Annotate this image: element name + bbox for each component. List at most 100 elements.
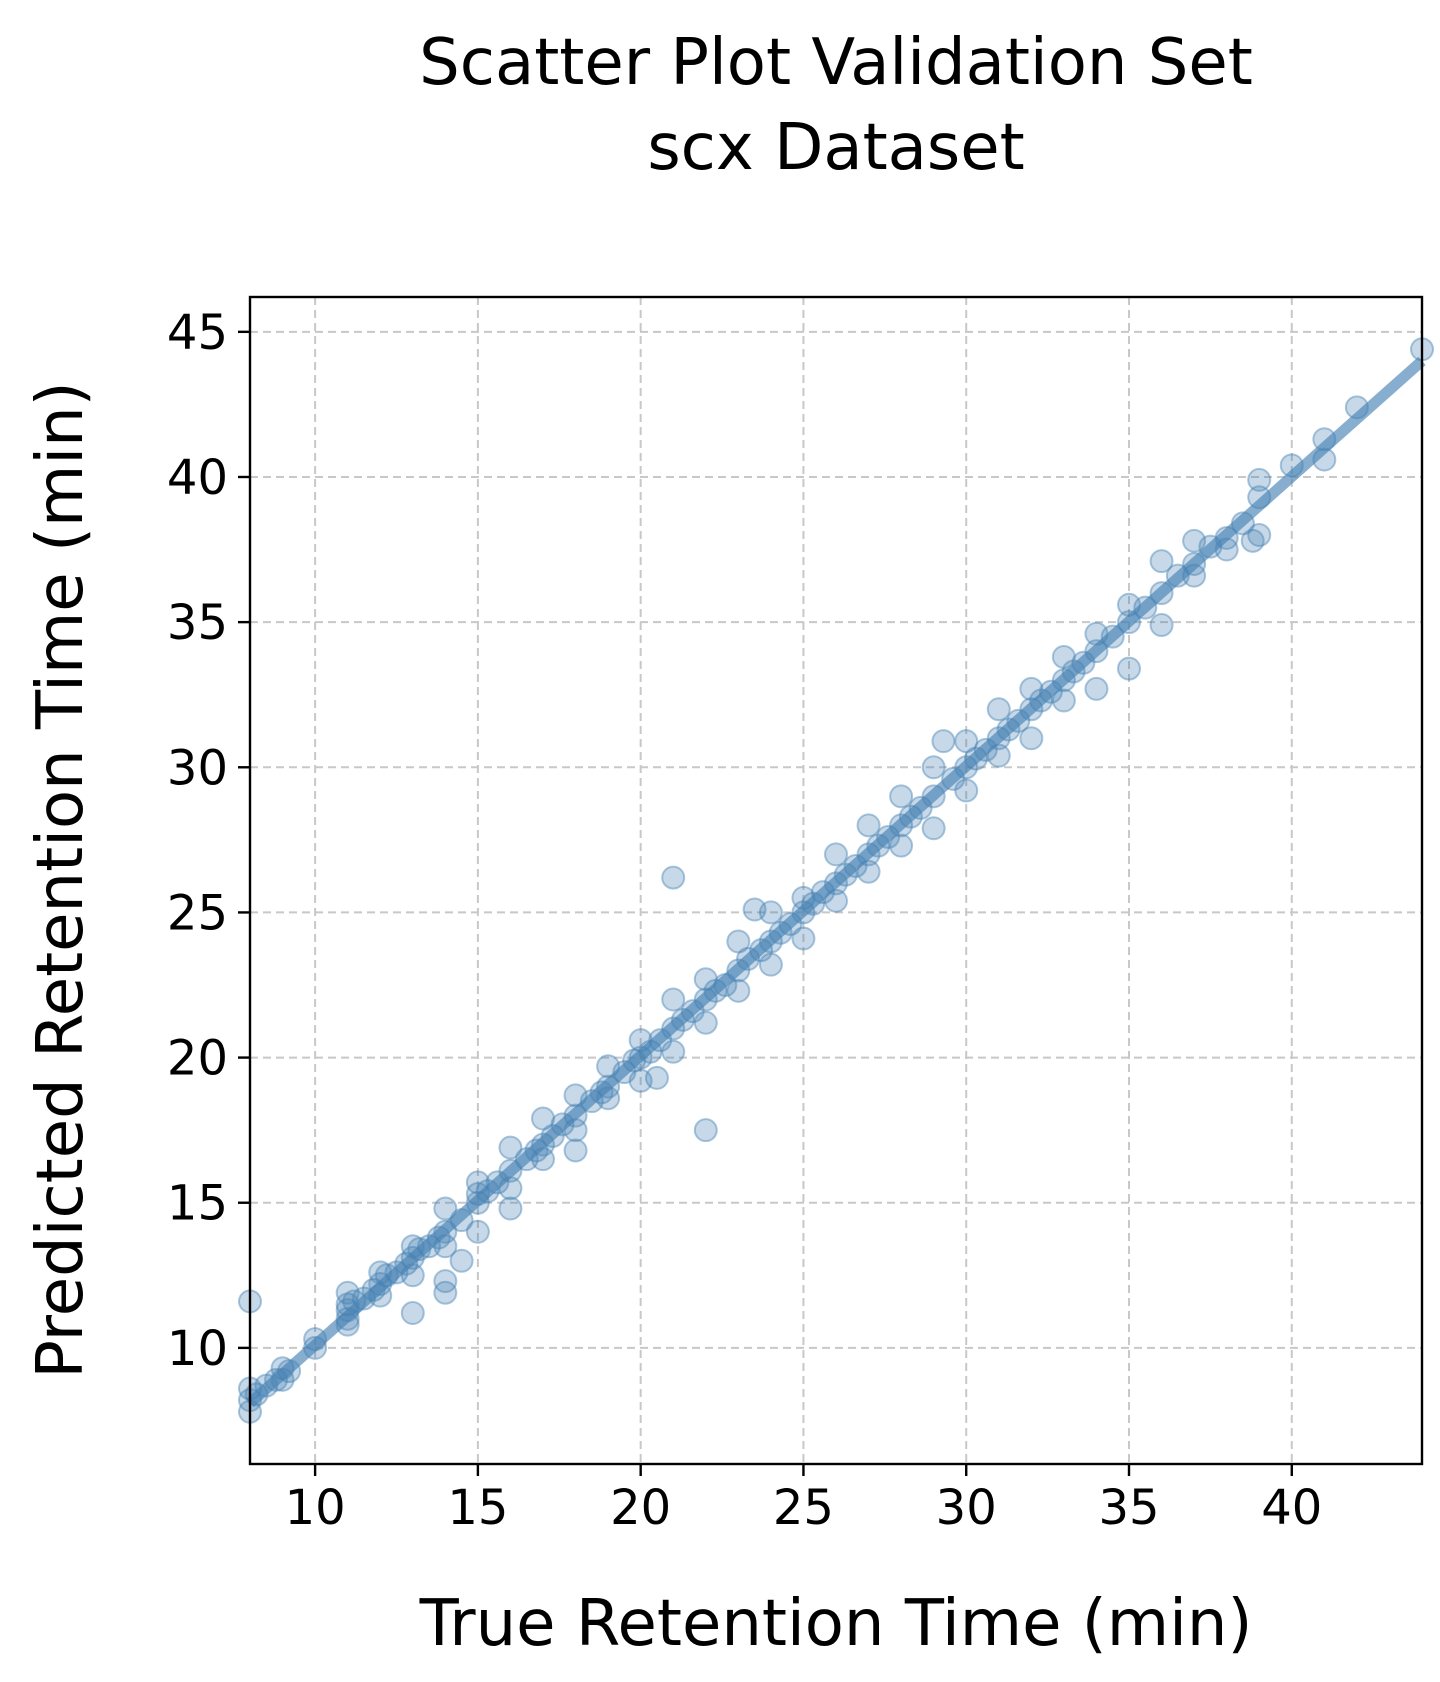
data-point: [433, 1196, 458, 1221]
data-point: [986, 743, 1011, 768]
data-point: [889, 784, 914, 809]
data-point: [898, 804, 923, 829]
data-point: [514, 1147, 539, 1172]
data-point: [661, 1039, 686, 1064]
data-point: [1084, 639, 1109, 664]
data-point: [270, 1367, 295, 1392]
data-point: [1133, 595, 1158, 620]
data-point: [726, 929, 751, 954]
data-point: [921, 816, 946, 841]
data-point: [954, 778, 979, 803]
x-tick-label: 35: [1098, 1480, 1159, 1536]
data-point: [986, 697, 1011, 722]
data-point: [563, 1083, 588, 1108]
data-point: [596, 1054, 621, 1079]
data-point: [335, 1298, 360, 1323]
data-point: [856, 813, 881, 838]
data-point: [791, 885, 816, 910]
data-point: [1006, 708, 1031, 733]
data-point: [1247, 485, 1272, 510]
data-point: [394, 1251, 419, 1276]
data-point: [824, 842, 848, 867]
data-point: [749, 938, 774, 963]
data-point: [726, 958, 751, 983]
data-point: [277, 1359, 302, 1384]
data-point: [1230, 511, 1255, 536]
data-point: [1240, 528, 1265, 553]
data-point: [433, 1269, 458, 1294]
data-point: [498, 1158, 523, 1183]
data-point: [661, 865, 686, 890]
data-point: [824, 871, 848, 896]
data-point: [693, 1118, 718, 1143]
data-point: [1100, 624, 1125, 649]
data-point: [417, 1234, 442, 1259]
data-point: [400, 1301, 425, 1326]
y-tick-label: 30: [167, 740, 228, 796]
data-point: [758, 900, 783, 925]
data-point: [801, 891, 826, 916]
data-point: [465, 1190, 490, 1215]
data-point: [303, 1335, 328, 1360]
data-point: [498, 1135, 523, 1160]
data-points: [238, 337, 1434, 1424]
data-point: [628, 1068, 653, 1093]
data-point: [889, 813, 914, 838]
data-point: [335, 1306, 360, 1331]
data-point: [254, 1373, 279, 1398]
data-point: [670, 1007, 695, 1032]
data-point: [1198, 534, 1223, 559]
data-point: [1214, 537, 1239, 562]
fit-line-group: [246, 356, 1426, 1408]
data-point: [954, 729, 979, 754]
data-point: [1117, 592, 1141, 617]
data-point: [524, 1138, 549, 1163]
data-point: [1029, 688, 1054, 713]
data-point: [954, 755, 979, 780]
data-point: [693, 967, 718, 992]
data-point: [426, 1225, 451, 1250]
data-point: [1051, 688, 1076, 713]
data-point: [693, 987, 718, 1012]
data-point: [1117, 656, 1141, 681]
data-point: [661, 1016, 686, 1041]
data-point: [1165, 563, 1190, 588]
x-tick-label: 40: [1261, 1480, 1322, 1536]
data-point: [931, 729, 956, 754]
data-point: [1149, 549, 1174, 574]
data-point: [1182, 552, 1207, 577]
data-point: [622, 1048, 647, 1073]
data-point: [465, 1219, 490, 1244]
x-tick-label: 25: [773, 1480, 834, 1536]
data-point: [856, 842, 881, 867]
data-point: [810, 880, 835, 905]
data-point: [1344, 395, 1369, 420]
data-point: [1019, 676, 1044, 701]
data-point: [368, 1272, 393, 1297]
y-tick-label: 20: [167, 1031, 228, 1087]
grid-lines: [250, 297, 1422, 1464]
data-point: [963, 746, 988, 771]
data-point: [1247, 523, 1272, 548]
data-point: [876, 824, 901, 849]
data-point: [1117, 610, 1141, 635]
data-point: [661, 987, 686, 1012]
data-point: [973, 737, 998, 762]
data-point: [368, 1283, 393, 1308]
data-point: [703, 978, 728, 1003]
data-point: [335, 1312, 360, 1337]
x-tick-label: 30: [936, 1480, 997, 1536]
data-point: [1214, 525, 1239, 550]
data-point: [264, 1367, 289, 1392]
data-point: [736, 946, 761, 971]
data-point: [1019, 697, 1044, 722]
x-axis: 10 15 20 25 30 35 40: [285, 1464, 1322, 1536]
data-point: [433, 1234, 458, 1259]
data-point: [579, 1089, 604, 1114]
data-point: [303, 1327, 328, 1352]
data-point: [644, 1065, 669, 1090]
data-point: [563, 1118, 588, 1143]
data-point: [540, 1123, 565, 1148]
data-point: [648, 1028, 673, 1053]
